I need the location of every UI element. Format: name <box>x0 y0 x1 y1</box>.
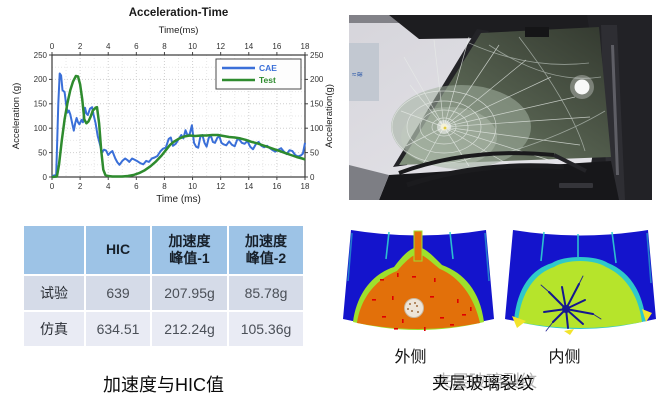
impact-point <box>440 123 448 131</box>
flash-reflection <box>574 79 590 95</box>
long-cracks <box>468 36 606 156</box>
sim-contour-outer-side <box>343 230 494 331</box>
svg-text:8: 8 <box>162 182 167 191</box>
svg-text:150: 150 <box>310 100 324 109</box>
top-crack-lines <box>540 231 652 284</box>
star-center <box>562 305 570 313</box>
svg-text:100: 100 <box>34 124 48 133</box>
cell-hic: 634.51 <box>86 312 150 346</box>
svg-text:200: 200 <box>34 75 48 84</box>
impact-speckle-zone <box>404 298 424 318</box>
svg-text:CAE: CAE <box>259 63 277 73</box>
rearview-mirror <box>525 27 549 37</box>
svg-text:50: 50 <box>38 148 47 157</box>
svg-text:100: 100 <box>310 124 324 133</box>
wiper-arm <box>553 153 587 173</box>
hic-results-table: HIC 加速度 峰值-1 加速度 峰值-2 试验 639 207.95g 85.… <box>22 224 305 348</box>
svg-text:18: 18 <box>301 42 310 51</box>
sim-contour-inner-side <box>505 230 656 335</box>
svg-text:4: 4 <box>106 182 111 191</box>
svg-text:6: 6 <box>134 42 139 51</box>
label-inner-side: 内侧 <box>548 349 581 366</box>
header-peak2: 加速度 峰值-2 <box>229 226 303 274</box>
svg-text:2: 2 <box>78 182 83 191</box>
wiper-blade-1 <box>398 151 555 175</box>
svg-text:250: 250 <box>34 51 48 60</box>
header-empty <box>24 226 84 274</box>
table-row-simulation: 仿真 634.51 212.24g 105.36g <box>24 312 303 346</box>
table-row-test: 试验 639 207.95g 85.78g <box>24 276 303 310</box>
svg-text:12: 12 <box>216 42 225 51</box>
floor-corner <box>349 165 389 200</box>
pillar-highlight <box>611 45 619 175</box>
header-peak1: 加速度 峰值-1 <box>152 226 227 274</box>
poster-text: ≈≋ <box>352 70 363 79</box>
svg-text:0: 0 <box>50 182 55 191</box>
svg-text:14: 14 <box>244 182 253 191</box>
cracked-windshield-photo: ≈≋ <box>349 15 652 200</box>
badge-plate <box>559 183 593 188</box>
svg-text:0: 0 <box>43 173 48 182</box>
stress-dashes <box>372 273 472 331</box>
svg-text:150: 150 <box>34 100 48 109</box>
svg-text:0: 0 <box>310 173 315 182</box>
row-label: 试验 <box>24 276 84 310</box>
svg-text:10: 10 <box>188 182 197 191</box>
cowl-panel <box>379 161 619 200</box>
cell-peak1: 212.24g <box>152 312 227 346</box>
svg-text:200: 200 <box>310 75 324 84</box>
svg-text:14: 14 <box>244 42 253 51</box>
impact-marker <box>443 126 447 130</box>
shatter-haze <box>391 85 531 169</box>
cell-peak1: 207.95g <box>152 276 227 310</box>
svg-text:Time (ms): Time (ms) <box>156 194 201 205</box>
poster <box>349 43 379 101</box>
row-label: 仿真 <box>24 312 84 346</box>
cell-hic: 639 <box>86 276 150 310</box>
svg-text:16: 16 <box>272 182 281 191</box>
svg-text:6: 6 <box>134 182 139 191</box>
svg-text:50: 50 <box>310 148 319 157</box>
svg-text:Acceleration(g): Acceleration(g) <box>324 84 335 148</box>
shatter-haze-inner <box>401 107 497 167</box>
svg-text:Acceleration (g): Acceleration (g) <box>11 83 22 150</box>
acceleration-time-chart: 0 0 2 2 4 4 6 6 8 8 10 10 12 12 14 14 16 16 18 18 0 0 50 50 100 1… <box>6 0 340 208</box>
sim-caption: 夹层玻璃裂纹 <box>432 374 534 393</box>
table-caption: 加速度与HIC值 <box>103 375 224 395</box>
svg-text:Time(ms): Time(ms) <box>159 25 199 36</box>
center-top-channel <box>413 230 423 262</box>
svg-text:2: 2 <box>78 42 83 51</box>
svg-text:Test: Test <box>259 75 276 85</box>
edge-yellow-patches <box>512 309 652 335</box>
svg-text:12: 12 <box>216 182 225 191</box>
cell-peak2: 85.78g <box>229 276 303 310</box>
wiper-blade-2 <box>406 163 565 188</box>
svg-text:0: 0 <box>50 42 55 51</box>
cell-peak2: 105.36g <box>229 312 303 346</box>
svg-text:8: 8 <box>162 42 167 51</box>
crack-web <box>391 36 591 167</box>
impact-speckles <box>407 302 419 313</box>
table-header-row: HIC 加速度 峰值-1 加速度 峰值-2 <box>24 226 303 274</box>
svg-text:10: 10 <box>188 42 197 51</box>
contour-core <box>357 254 480 329</box>
svg-text:18: 18 <box>301 182 310 191</box>
label-outer-side: 外侧 <box>394 349 427 366</box>
header-hic: HIC <box>86 226 150 274</box>
svg-text:250: 250 <box>310 51 324 60</box>
svg-text:Acceleration-Time: Acceleration-Time <box>129 7 229 19</box>
svg-text:16: 16 <box>272 42 281 51</box>
svg-text:4: 4 <box>106 42 111 51</box>
